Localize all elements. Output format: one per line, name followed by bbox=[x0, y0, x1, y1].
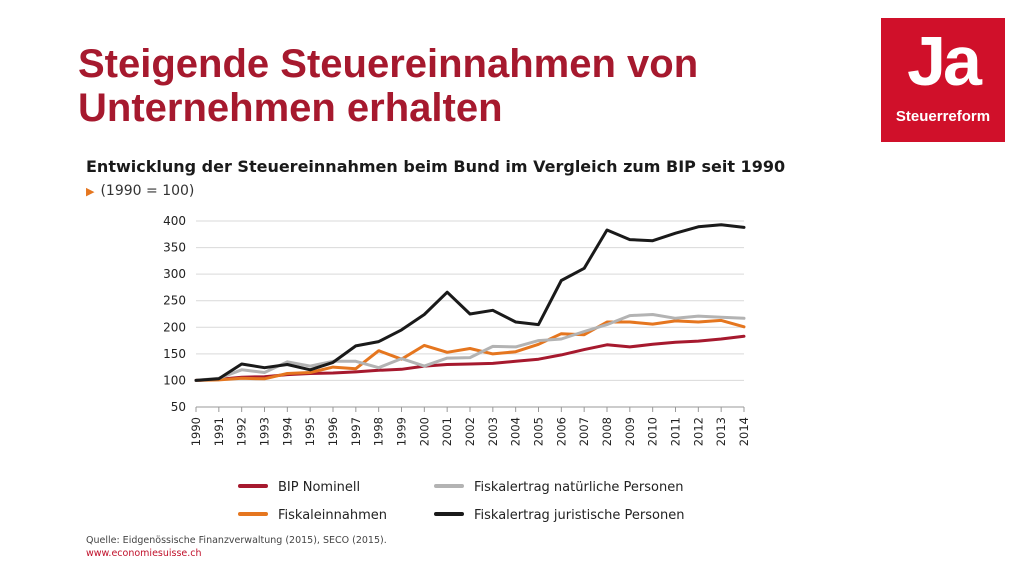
series-line-4 bbox=[194, 223, 746, 382]
x-tick-label: 2004 bbox=[509, 417, 523, 446]
x-tick-label: 2014 bbox=[737, 417, 751, 446]
x-tick-label: 1990 bbox=[189, 417, 203, 446]
legend-label-4: Fiskalertrag juristische Personen bbox=[474, 508, 684, 523]
y-tick-label: 250 bbox=[163, 294, 186, 308]
legend-label-3: Fiskalertrag natürliche Personen bbox=[474, 480, 683, 495]
source-url: www.economiesuisse.ch bbox=[86, 548, 202, 559]
x-tick-label: 2006 bbox=[554, 417, 568, 446]
y-tick-label: 50 bbox=[171, 400, 186, 414]
series-line-2 bbox=[194, 318, 746, 382]
y-tick-label: 350 bbox=[163, 241, 186, 255]
x-tick-label: 1992 bbox=[235, 417, 249, 446]
x-tick-label: 2012 bbox=[691, 417, 705, 446]
x-tick-label: 2008 bbox=[600, 417, 614, 446]
logo-main-text: Ja bbox=[907, 22, 982, 100]
x-tick-label: 2000 bbox=[417, 417, 431, 446]
x-tick-label: 1993 bbox=[258, 417, 272, 446]
x-tick-label: 1995 bbox=[303, 417, 317, 446]
x-tick-label: 2002 bbox=[463, 417, 477, 446]
x-tick-label: 1999 bbox=[395, 417, 409, 446]
chart-subtitle-row: ▶ (1990 = 100) bbox=[86, 183, 194, 199]
legend-label-2: Fiskaleinnahmen bbox=[278, 508, 387, 523]
y-tick-label: 300 bbox=[163, 267, 186, 281]
slide-title: Steigende Steuereinnahmen von Unternehme… bbox=[78, 42, 699, 130]
x-tick-label: 2001 bbox=[440, 417, 454, 446]
y-tick-label: 400 bbox=[163, 214, 186, 228]
x-tick-label: 1996 bbox=[326, 417, 340, 446]
x-tick-label: 2003 bbox=[486, 417, 500, 446]
triangle-marker-icon: ▶ bbox=[86, 185, 95, 198]
x-tick-label: 2013 bbox=[714, 417, 728, 446]
y-tick-label: 200 bbox=[163, 320, 186, 334]
x-tick-label: 2005 bbox=[532, 417, 546, 446]
legend-label-1: BIP Nominell bbox=[278, 480, 360, 495]
x-tick-label: 2010 bbox=[646, 417, 660, 446]
y-tick-label: 100 bbox=[163, 373, 186, 387]
x-tick-label: 1997 bbox=[349, 417, 363, 446]
x-tick-label: 1998 bbox=[372, 417, 386, 446]
chart-title: Entwicklung der Steuereinnahmen beim Bun… bbox=[86, 157, 786, 176]
x-tick-label: 2009 bbox=[623, 417, 637, 446]
series-line-3 bbox=[194, 313, 746, 382]
chart-subtitle: (1990 = 100) bbox=[100, 183, 195, 199]
ja-steuerreform-logo: Ja Steuerreform bbox=[881, 18, 1005, 142]
x-tick-label: 2007 bbox=[577, 417, 591, 446]
y-tick-label: 150 bbox=[163, 347, 186, 361]
x-tick-label: 1991 bbox=[212, 417, 226, 446]
x-tick-label: 2011 bbox=[669, 417, 683, 446]
source-note: Quelle: Eidgenössische Finanzverwaltung … bbox=[86, 535, 387, 546]
x-tick-label: 1994 bbox=[280, 417, 294, 446]
logo-sub-text: Steuerreform bbox=[895, 108, 991, 125]
